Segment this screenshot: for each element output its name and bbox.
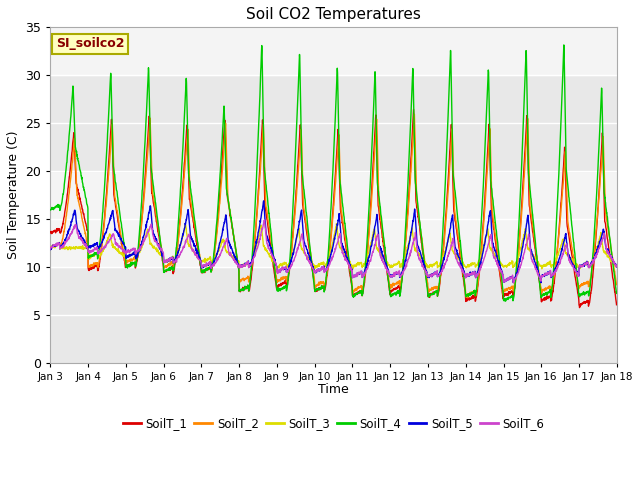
SoilT_4	[47, 207, 54, 213]
X-axis label: Time: Time	[318, 384, 349, 396]
Line: SoilT_3: SoilT_3	[51, 224, 616, 269]
SoilT_6	[204, 262, 212, 267]
SoilT_1	[612, 302, 620, 308]
Legend: SoilT_1, SoilT_2, SoilT_3, SoilT_4, SoilT_5, SoilT_6: SoilT_1, SoilT_2, SoilT_3, SoilT_4, Soil…	[118, 413, 549, 435]
SoilT_1	[47, 229, 54, 235]
SoilT_2	[47, 246, 54, 252]
SoilT_2	[499, 287, 506, 292]
SoilT_5	[204, 261, 212, 267]
SoilT_1	[499, 289, 506, 295]
SoilT_4	[560, 42, 568, 48]
Text: SI_soilco2: SI_soilco2	[56, 37, 125, 50]
SoilT_2	[563, 196, 571, 202]
SoilT_2	[410, 111, 418, 117]
SoilT_1	[410, 107, 417, 112]
SoilT_2	[612, 282, 620, 288]
SoilT_6	[260, 217, 268, 223]
SoilT_2	[350, 289, 358, 295]
SoilT_6	[579, 264, 586, 270]
Line: SoilT_4: SoilT_4	[51, 45, 616, 301]
SoilT_6	[612, 264, 620, 269]
SoilT_5	[579, 263, 586, 268]
SoilT_1	[579, 300, 586, 306]
SoilT_1	[350, 292, 358, 298]
SoilT_4	[362, 253, 370, 259]
Line: SoilT_2: SoilT_2	[51, 114, 616, 298]
Line: SoilT_6: SoilT_6	[51, 220, 616, 283]
SoilT_4	[350, 294, 358, 300]
SoilT_2	[204, 266, 212, 272]
SoilT_5	[537, 280, 545, 286]
SoilT_6	[47, 246, 54, 252]
SoilT_4	[502, 298, 509, 304]
SoilT_2	[464, 295, 472, 300]
SoilT_3	[363, 255, 371, 261]
SoilT_3	[349, 266, 356, 272]
SoilT_5	[350, 274, 358, 279]
SoilT_4	[498, 278, 506, 284]
SoilT_2	[362, 262, 370, 268]
SoilT_5	[260, 198, 268, 204]
SoilT_5	[612, 264, 620, 270]
SoilT_6	[350, 273, 358, 278]
Bar	[51, 27, 617, 75]
SoilT_3	[563, 250, 571, 256]
Y-axis label: Soil Temperature (C): Soil Temperature (C)	[7, 131, 20, 259]
Line: SoilT_1: SoilT_1	[51, 109, 616, 308]
SoilT_1	[563, 213, 571, 219]
SoilT_3	[499, 262, 506, 267]
Bar	[51, 75, 617, 171]
SoilT_3	[579, 263, 586, 269]
Line: SoilT_5: SoilT_5	[51, 201, 616, 283]
SoilT_5	[47, 246, 54, 252]
SoilT_3	[351, 264, 358, 270]
SoilT_6	[499, 271, 506, 276]
SoilT_6	[509, 280, 517, 286]
SoilT_6	[563, 244, 571, 250]
SoilT_4	[563, 173, 571, 179]
SoilT_6	[362, 266, 370, 272]
SoilT_5	[499, 268, 506, 274]
Title: Soil CO2 Temperatures: Soil CO2 Temperatures	[246, 7, 421, 22]
SoilT_4	[204, 266, 212, 272]
Bar	[51, 267, 617, 363]
SoilT_2	[579, 282, 586, 288]
SoilT_3	[612, 263, 620, 269]
SoilT_1	[576, 305, 584, 311]
SoilT_3	[47, 244, 54, 250]
SoilT_5	[563, 241, 571, 247]
SoilT_4	[612, 290, 620, 296]
SoilT_4	[579, 292, 586, 298]
Bar	[51, 171, 617, 267]
SoilT_1	[204, 266, 212, 272]
SoilT_1	[362, 264, 370, 270]
SoilT_5	[362, 264, 370, 270]
SoilT_3	[333, 221, 340, 227]
SoilT_3	[204, 256, 212, 262]
